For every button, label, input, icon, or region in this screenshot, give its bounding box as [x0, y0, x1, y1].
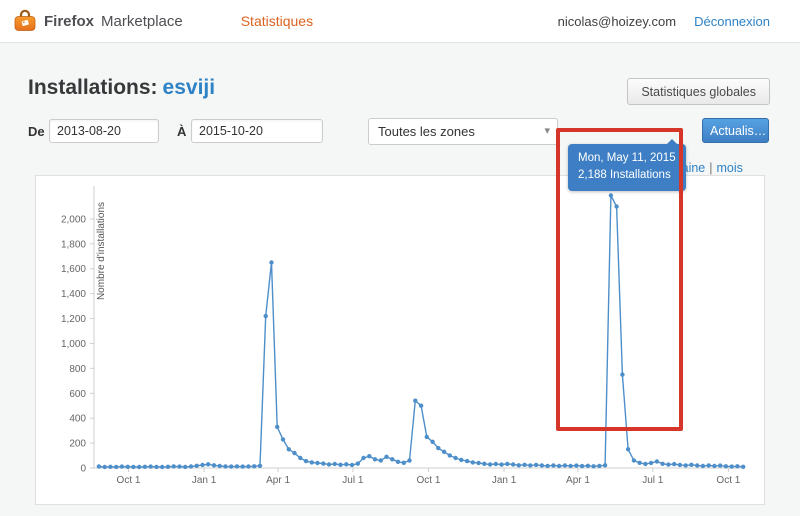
- svg-text:2,000: 2,000: [61, 214, 86, 225]
- zone-select-value: Toutes les zones: [378, 124, 475, 139]
- logout-link[interactable]: Déconnexion: [694, 13, 770, 29]
- chart-panel: 0 200 400 600 800 1,000 1,200 1,400 1,600 1,800 2,…: [35, 175, 765, 505]
- period-link-mois[interactable]: mois: [716, 161, 743, 175]
- brand-marketplace: Marketplace: [101, 12, 183, 30]
- zone-select[interactable]: Toutes les zones ▾: [368, 118, 558, 145]
- user-email: nicolas@hoizey.com: [557, 13, 677, 29]
- svg-text:Apr 1: Apr 1: [266, 475, 290, 486]
- installations-chart[interactable]: 0 200 400 600 800 1,000 1,200 1,400 1,600 1,800 2,…: [36, 176, 764, 504]
- svg-text:Jan 1: Jan 1: [192, 475, 217, 486]
- tooltip-value: 2,188 Installations: [578, 169, 671, 182]
- app-header: Firefox Marketplace Statistiques nicolas@…: [0, 0, 800, 43]
- chart-tooltip: Mon, May 11, 2015 2,188 Installations: [568, 139, 686, 191]
- from-date-input[interactable]: [49, 119, 159, 143]
- to-date-input[interactable]: [191, 119, 323, 143]
- svg-text:Nombre d'installations: Nombre d'installations: [96, 202, 107, 300]
- svg-text:0: 0: [80, 464, 86, 475]
- period-separator: |: [709, 161, 713, 175]
- to-date-label: À: [177, 124, 187, 139]
- svg-text:Oct 1: Oct 1: [416, 475, 440, 486]
- nav-statistiques-link[interactable]: Statistiques: [240, 13, 314, 29]
- from-date-label: De: [28, 124, 45, 139]
- user-area: nicolas@hoizey.com Déconnexion: [558, 14, 770, 29]
- svg-text:800: 800: [69, 364, 86, 375]
- svg-text:Oct 1: Oct 1: [117, 475, 141, 486]
- svg-text:1,800: 1,800: [61, 239, 86, 250]
- svg-text:1,600: 1,600: [61, 264, 86, 275]
- svg-text:Jul 1: Jul 1: [342, 475, 364, 486]
- svg-text:600: 600: [69, 389, 86, 400]
- page-title: Installations: esviji: [28, 76, 215, 100]
- brand-firefox: Firefox: [44, 12, 95, 30]
- app-name-link[interactable]: esviji: [162, 76, 216, 99]
- svg-text:Apr 1: Apr 1: [566, 475, 590, 486]
- chevron-down-icon: ▾: [544, 125, 550, 137]
- svg-text:1,200: 1,200: [61, 314, 86, 325]
- svg-text:400: 400: [69, 414, 86, 425]
- svg-text:Jan 1: Jan 1: [492, 475, 517, 486]
- svg-text:200: 200: [69, 439, 86, 450]
- svg-text:1,400: 1,400: [61, 289, 86, 300]
- svg-text:1,000: 1,000: [61, 339, 86, 350]
- svg-text:Oct 1: Oct 1: [716, 475, 740, 486]
- svg-text:Jul 1: Jul 1: [642, 475, 664, 486]
- global-stats-button[interactable]: Statistiques globales: [627, 78, 770, 105]
- marketplace-logo-icon: [14, 9, 36, 31]
- page-title-prefix: Installations:: [28, 76, 158, 99]
- refresh-button[interactable]: Actualis…: [702, 118, 769, 143]
- brand[interactable]: Firefox Marketplace: [13, 9, 183, 33]
- tooltip-date: Mon, May 11, 2015: [578, 152, 676, 164]
